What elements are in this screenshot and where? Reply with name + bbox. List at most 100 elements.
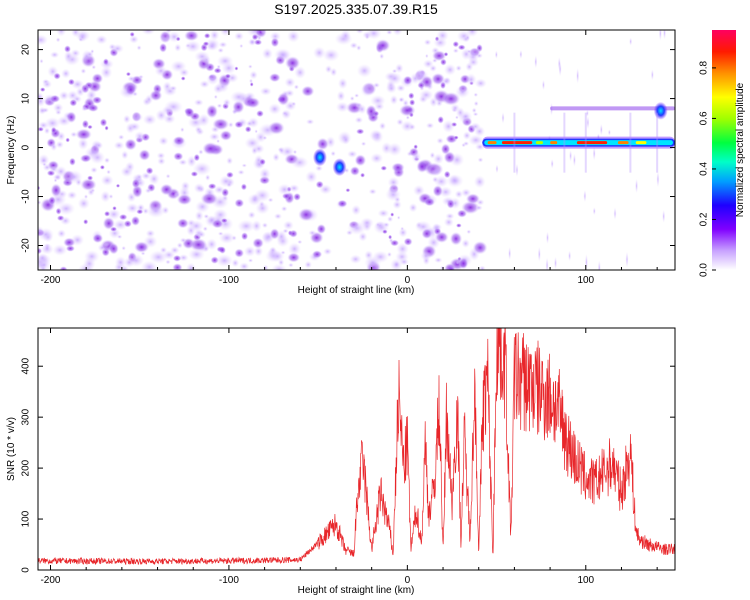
noise-blob: [239, 262, 250, 270]
noise-blob: [77, 137, 89, 151]
noise-blob: [81, 119, 89, 129]
noise-blob: [48, 196, 56, 206]
noise-blob: [55, 37, 61, 43]
noise-blob: [70, 131, 78, 138]
noise-blob: [268, 121, 285, 135]
noise-blob: [245, 120, 254, 127]
noise-blob: [206, 73, 219, 86]
noise-blob: [120, 166, 134, 178]
noise-blob: [161, 105, 174, 116]
noise-blob: [259, 158, 266, 166]
noise-blob: [440, 143, 451, 155]
noise-blob: [442, 119, 455, 133]
noise-blob: [203, 32, 211, 39]
snr-y-tick-label: 400: [21, 357, 32, 374]
noise-blob: [111, 43, 124, 54]
noise-blob: [501, 112, 505, 124]
noise-blob: [202, 226, 208, 232]
noise-blob: [123, 220, 132, 228]
noise-blob: [465, 73, 477, 86]
noise-blob: [145, 229, 156, 238]
colorbar-ticks: 0.0 0.2 0.4 0.6 0.8: [699, 61, 716, 277]
noise-blob: [596, 133, 600, 140]
noise-blob: [219, 30, 232, 37]
noise-blob: [387, 142, 402, 157]
noise-blob: [61, 68, 71, 79]
noise-blob: [193, 98, 204, 107]
noise-blob: [132, 91, 139, 97]
noise-blob: [635, 178, 639, 194]
colorbar-label: Normalized spectral amplitude: [735, 82, 746, 217]
snr-x-tick-label: 0: [405, 575, 411, 586]
noise-blob: [247, 211, 256, 219]
noise-blob: [658, 30, 662, 41]
noise-blob: [77, 197, 90, 210]
noise-blob: [408, 203, 418, 213]
noise-blob: [466, 229, 472, 235]
noise-blob: [209, 30, 220, 41]
spectrogram-x-label: Height of straight line (km): [298, 285, 415, 296]
noise-blob: [294, 66, 306, 79]
noise-blob: [65, 137, 70, 143]
noise-blob: [55, 140, 64, 149]
noise-blob: [293, 84, 300, 90]
noise-blob: [39, 58, 44, 64]
noise-blob: [387, 176, 400, 188]
carrier-hot-segment: [635, 141, 647, 145]
noise-blob: [131, 112, 144, 122]
snr-y-tick-label: 100: [21, 510, 32, 527]
noise-blob: [194, 126, 203, 133]
carrier-hot-segment: [617, 141, 629, 145]
noise-blob: [330, 150, 336, 157]
noise-blob: [207, 183, 217, 190]
noise-blob: [128, 122, 141, 132]
noise-blob: [545, 257, 549, 270]
noise-blob: [63, 237, 76, 248]
noise-blob: [42, 163, 52, 172]
noise-blob: [477, 157, 484, 163]
noise-blob: [554, 256, 558, 270]
noise-blob: [268, 103, 282, 115]
noise-blob: [288, 242, 301, 256]
noise-blob: [149, 250, 168, 264]
noise-blob: [385, 83, 397, 94]
noise-blob: [433, 153, 444, 165]
noise-blob: [176, 194, 192, 206]
noise-blob: [305, 170, 318, 184]
noise-blob: [193, 153, 200, 162]
noise-blob: [38, 34, 49, 46]
sideband-line: [550, 106, 675, 111]
noise-blob: [206, 104, 218, 119]
noise-blob: [231, 235, 237, 241]
noise-blob: [319, 184, 333, 195]
noise-blob: [173, 152, 184, 161]
spectrogram-y-tick-label: 0: [21, 144, 32, 150]
noise-blob: [473, 100, 479, 107]
noise-blob: [269, 246, 277, 254]
noise-blob: [102, 58, 109, 66]
noise-blob: [40, 158, 48, 164]
noise-blob: [304, 260, 313, 269]
noise-blob: [140, 251, 146, 256]
noise-blob: [248, 258, 254, 263]
noise-blob: [100, 190, 111, 203]
noise-blob: [239, 43, 244, 49]
noise-blob: [84, 250, 100, 263]
noise-blob: [208, 132, 220, 141]
noise-blob: [351, 204, 361, 216]
noise-blob: [432, 185, 443, 197]
noise-blob: [87, 104, 99, 112]
noise-blob: [217, 231, 224, 236]
noise-blob: [156, 152, 166, 160]
spectral-spot: [332, 158, 347, 177]
noise-blob: [138, 205, 143, 211]
noise-blob: [316, 223, 327, 235]
noise-blob: [169, 85, 178, 92]
noise-blob: [424, 197, 435, 207]
noise-blob: [450, 103, 461, 113]
snr-x-label: Height of straight line (km): [298, 585, 415, 596]
snr-x-tick-label: -200: [40, 575, 60, 586]
noise-blob: [592, 207, 596, 216]
noise-blob: [252, 237, 264, 249]
noise-blob: [452, 48, 459, 54]
